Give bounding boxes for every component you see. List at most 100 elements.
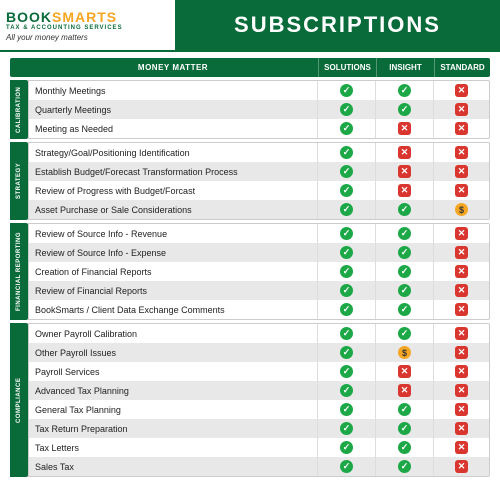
- row-cell: ✕: [375, 381, 433, 400]
- row-cell: ✕: [433, 400, 489, 419]
- header-standard: STANDARD: [434, 58, 490, 77]
- check-icon: ✓: [398, 103, 411, 116]
- row-cell: ✓: [317, 243, 375, 262]
- check-icon: ✓: [398, 227, 411, 240]
- check-icon: ✓: [398, 246, 411, 259]
- row-cell: ✓: [375, 457, 433, 476]
- header: BOOKSMARTS TAX & ACCOUNTING SERVICES All…: [0, 0, 500, 52]
- x-icon: ✕: [455, 403, 468, 416]
- brand-name: BOOKSMARTS: [6, 9, 169, 25]
- row-cell: ✓: [317, 100, 375, 119]
- check-icon: ✓: [340, 422, 353, 435]
- row-cell: ✓: [375, 100, 433, 119]
- section-tab: FINANCIAL REPORTING: [10, 223, 28, 320]
- row-cell: $: [433, 200, 489, 219]
- section: STRATEGYStrategy/Goal/Positioning Identi…: [10, 142, 490, 220]
- row-cell: ✓: [317, 438, 375, 457]
- row-cell: ✓: [375, 81, 433, 100]
- x-icon: ✕: [455, 265, 468, 278]
- check-icon: ✓: [398, 403, 411, 416]
- table-header: MONEY MATTER SOLUTIONS INSIGHT STANDARD: [10, 58, 490, 77]
- row-cell: ✓: [317, 281, 375, 300]
- row-cell: ✓: [375, 324, 433, 343]
- check-icon: ✓: [340, 284, 353, 297]
- row-cell: ✕: [433, 381, 489, 400]
- row-cell: ✓: [317, 362, 375, 381]
- check-icon: ✓: [398, 441, 411, 454]
- row-cell: ✓: [375, 243, 433, 262]
- row-cell: ✕: [433, 224, 489, 243]
- x-icon: ✕: [455, 84, 468, 97]
- row-cell: ✓: [317, 457, 375, 476]
- row-cell: ✕: [375, 143, 433, 162]
- row-cell: ✕: [433, 343, 489, 362]
- row-label: Quarterly Meetings: [29, 105, 317, 115]
- brand-name-a: BOOK: [6, 9, 52, 25]
- x-icon: ✕: [455, 246, 468, 259]
- check-icon: ✓: [398, 303, 411, 316]
- section-rows: Review of Source Info - Revenue✓✓✕Review…: [28, 223, 490, 320]
- row-label: Tax Return Preparation: [29, 424, 317, 434]
- row-label: Review of Source Info - Revenue: [29, 229, 317, 239]
- table-row: Tax Letters✓✓✕: [29, 438, 489, 457]
- comparison-table: MONEY MATTER SOLUTIONS INSIGHT STANDARD …: [0, 52, 500, 477]
- x-icon: ✕: [398, 165, 411, 178]
- dollar-icon: $: [398, 346, 411, 359]
- row-label: Strategy/Goal/Positioning Identification: [29, 148, 317, 158]
- row-cell: ✕: [433, 162, 489, 181]
- table-row: Review of Financial Reports✓✓✕: [29, 281, 489, 300]
- header-solutions: SOLUTIONS: [318, 58, 376, 77]
- row-cell: ✓: [317, 324, 375, 343]
- table-row: Owner Payroll Calibration✓✓✕: [29, 324, 489, 343]
- x-icon: ✕: [455, 422, 468, 435]
- table-row: General Tax Planning✓✓✕: [29, 400, 489, 419]
- row-cell: ✓: [317, 119, 375, 138]
- row-cell: ✕: [375, 119, 433, 138]
- check-icon: ✓: [340, 165, 353, 178]
- row-cell: ✓: [317, 143, 375, 162]
- row-label: Other Payroll Issues: [29, 348, 317, 358]
- row-label: BookSmarts / Client Data Exchange Commen…: [29, 305, 317, 315]
- row-cell: ✓: [317, 181, 375, 200]
- check-icon: ✓: [340, 227, 353, 240]
- header-label: MONEY MATTER: [28, 58, 318, 77]
- check-icon: ✓: [340, 403, 353, 416]
- x-icon: ✕: [455, 122, 468, 135]
- row-label: Establish Budget/Forecast Transformation…: [29, 167, 317, 177]
- section-tab: COMPLIANCE: [10, 323, 28, 477]
- x-icon: ✕: [455, 441, 468, 454]
- page-title: SUBSCRIPTIONS: [175, 0, 500, 50]
- row-label: Asset Purchase or Sale Considerations: [29, 205, 317, 215]
- section: COMPLIANCEOwner Payroll Calibration✓✓✕Ot…: [10, 323, 490, 477]
- row-cell: ✕: [375, 162, 433, 181]
- check-icon: ✓: [398, 460, 411, 473]
- table-row: Sales Tax✓✓✕: [29, 457, 489, 476]
- row-cell: ✕: [433, 438, 489, 457]
- table-row: Payroll Services✓✕✕: [29, 362, 489, 381]
- dollar-icon: $: [455, 203, 468, 216]
- row-cell: $: [375, 343, 433, 362]
- row-cell: ✓: [375, 300, 433, 319]
- x-icon: ✕: [455, 284, 468, 297]
- table-row: Creation of Financial Reports✓✓✕: [29, 262, 489, 281]
- brand-name-b: SMARTS: [52, 9, 117, 25]
- check-icon: ✓: [340, 84, 353, 97]
- row-label: Payroll Services: [29, 367, 317, 377]
- check-icon: ✓: [398, 203, 411, 216]
- row-label: Owner Payroll Calibration: [29, 329, 317, 339]
- x-icon: ✕: [398, 122, 411, 135]
- table-row: Meeting as Needed✓✕✕: [29, 119, 489, 138]
- row-cell: ✕: [375, 362, 433, 381]
- check-icon: ✓: [398, 84, 411, 97]
- check-icon: ✓: [398, 265, 411, 278]
- table-row: Other Payroll Issues✓ $ ✕: [29, 343, 489, 362]
- row-cell: ✓: [375, 438, 433, 457]
- row-label: Monthly Meetings: [29, 86, 317, 96]
- check-icon: ✓: [340, 303, 353, 316]
- x-icon: ✕: [455, 346, 468, 359]
- row-cell: ✕: [433, 262, 489, 281]
- row-cell: ✓: [317, 343, 375, 362]
- table-row: Review of Source Info - Expense✓✓✕: [29, 243, 489, 262]
- x-icon: ✕: [455, 103, 468, 116]
- row-cell: ✕: [433, 243, 489, 262]
